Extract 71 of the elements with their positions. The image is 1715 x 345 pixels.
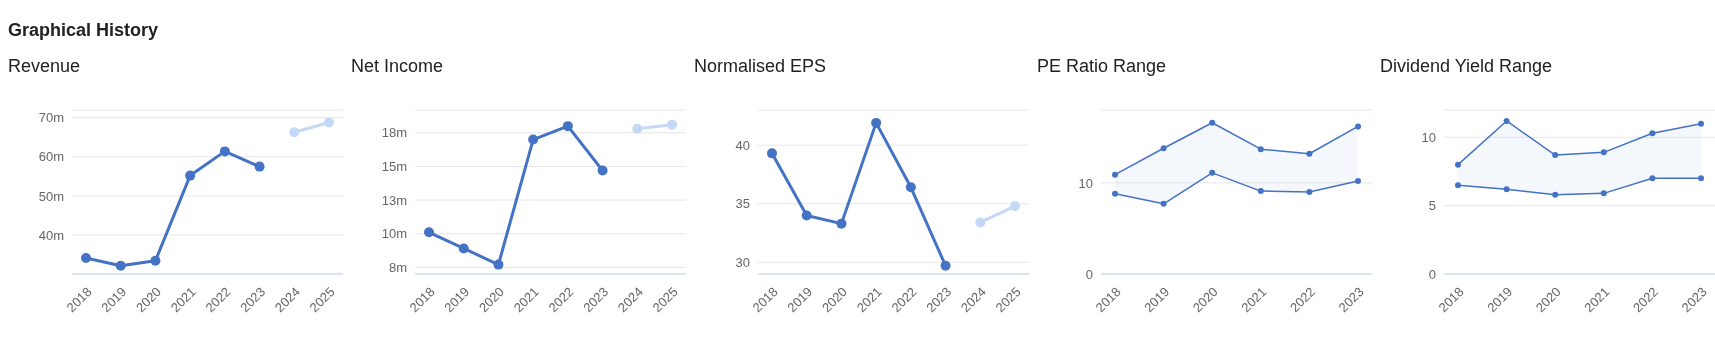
y-tick-label: 10	[1078, 175, 1093, 191]
point	[1455, 161, 1461, 168]
point	[1649, 130, 1656, 137]
point	[1257, 188, 1264, 195]
point	[1112, 190, 1118, 197]
chart-title: Dividend Yield Range	[1380, 56, 1554, 78]
point	[1355, 178, 1361, 185]
point	[458, 243, 469, 254]
point	[1600, 190, 1607, 197]
point	[324, 117, 334, 128]
point	[667, 119, 677, 130]
point	[185, 170, 196, 181]
point	[562, 121, 573, 132]
chart-title: Net Income	[351, 56, 445, 78]
point	[1698, 120, 1704, 127]
y-tick-label: 13m	[381, 192, 407, 208]
point	[1209, 119, 1216, 126]
y-tick-label: 0	[1428, 266, 1436, 282]
point	[836, 218, 847, 229]
point	[528, 134, 539, 145]
point	[597, 165, 608, 176]
point	[1257, 146, 1264, 153]
y-tick-label: 5	[1428, 198, 1436, 214]
y-tick-label: 10m	[381, 226, 407, 242]
point	[1306, 189, 1313, 195]
point	[871, 117, 882, 128]
point	[1698, 175, 1704, 182]
y-tick-label: 40	[735, 137, 750, 153]
point	[801, 210, 812, 221]
y-tick-label: 18m	[381, 125, 407, 141]
y-tick-label: 60m	[38, 149, 64, 165]
chart-title: PE Ratio Range	[1037, 56, 1168, 78]
point	[905, 182, 916, 193]
point	[1503, 117, 1510, 124]
point	[1552, 191, 1559, 198]
point	[1355, 123, 1361, 130]
point	[1503, 186, 1510, 193]
point	[1552, 152, 1559, 159]
y-tick-label: 0	[1085, 266, 1093, 282]
y-tick-label: 15m	[381, 159, 407, 175]
point	[150, 255, 161, 266]
point	[424, 227, 434, 238]
point	[219, 146, 230, 157]
point	[115, 260, 126, 271]
point	[1600, 149, 1607, 156]
point	[493, 259, 504, 270]
point	[1306, 150, 1313, 157]
point	[1455, 182, 1461, 189]
chart-title: Graphical History	[8, 20, 159, 41]
y-tick-label: 8m	[388, 259, 407, 275]
y-tick-label: 50m	[38, 188, 64, 204]
y-tick-label: 10	[1421, 129, 1436, 145]
chart-title: Normalised EPS	[694, 56, 828, 78]
point	[975, 217, 986, 228]
point	[1209, 169, 1216, 176]
point	[289, 127, 300, 138]
point	[767, 148, 777, 159]
point	[1112, 171, 1118, 178]
y-tick-label: 35	[735, 196, 750, 212]
point	[1649, 175, 1656, 182]
point	[632, 123, 643, 134]
point	[1010, 201, 1020, 212]
y-tick-label: 70m	[38, 110, 64, 126]
point	[940, 260, 951, 271]
point	[1160, 145, 1167, 152]
y-tick-label: 30	[735, 254, 750, 270]
point	[81, 252, 91, 263]
point	[1160, 200, 1167, 207]
point	[254, 161, 265, 172]
y-tick-label: 40m	[38, 227, 64, 243]
chart-subtitle: Revenue	[8, 56, 82, 78]
